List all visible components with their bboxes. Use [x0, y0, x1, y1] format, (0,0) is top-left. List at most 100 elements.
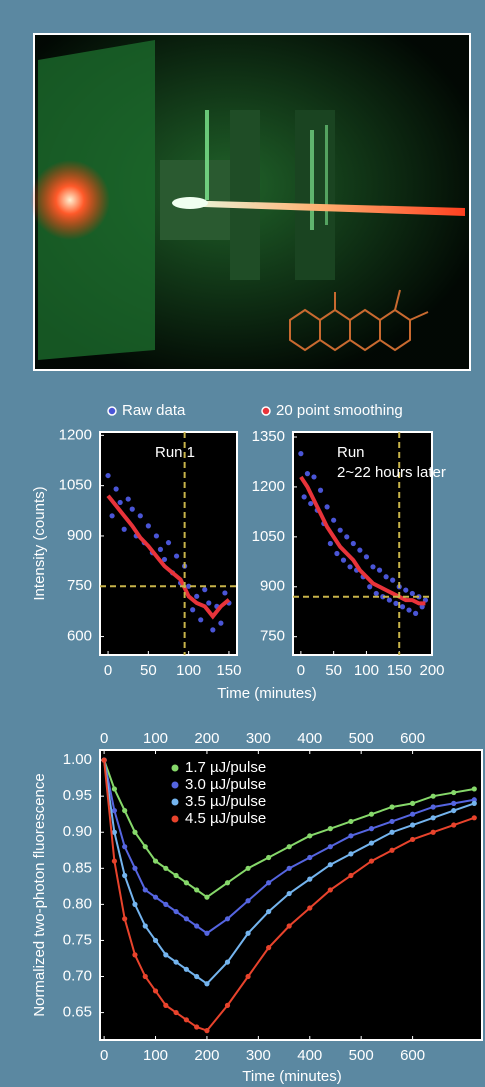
data-point: [287, 844, 292, 849]
data-point: [344, 534, 349, 539]
data-point: [174, 553, 179, 558]
data-point: [122, 873, 127, 878]
data-point: [384, 574, 389, 579]
data-point: [307, 833, 312, 838]
data-point: [431, 830, 436, 835]
data-point: [413, 611, 418, 616]
data-point: [163, 866, 168, 871]
x-axis-label: Time (minutes): [217, 685, 316, 702]
data-point: [173, 959, 178, 964]
y-tick-label: 1200: [59, 426, 92, 443]
data-point: [389, 819, 394, 824]
data-point: [410, 591, 415, 596]
data-point: [357, 548, 362, 553]
legend-label: 3.0 µJ/pulse: [185, 776, 266, 793]
y-tick-label: 1050: [59, 477, 92, 494]
data-point: [389, 804, 394, 809]
data-point: [138, 513, 143, 518]
data-point: [410, 822, 415, 827]
data-point: [153, 938, 158, 943]
data-point: [348, 873, 353, 878]
data-point: [153, 858, 158, 863]
data-point: [334, 551, 339, 556]
data-point: [307, 905, 312, 910]
data-point: [194, 887, 199, 892]
data-point: [112, 858, 117, 863]
data-point: [328, 887, 333, 892]
y-tick-label: 0.70: [63, 967, 92, 984]
data-point: [451, 822, 456, 827]
legend-marker: [172, 816, 179, 823]
data-point: [307, 877, 312, 882]
data-point: [126, 496, 131, 501]
data-point: [222, 590, 227, 595]
data-point: [472, 815, 477, 820]
data-point: [122, 527, 127, 532]
data-point: [122, 808, 127, 813]
data-point: [287, 923, 292, 928]
data-point: [143, 974, 148, 979]
x-axis-label: Time (minutes): [242, 1068, 341, 1085]
data-point: [204, 1028, 209, 1033]
legend-marker: [172, 765, 179, 772]
data-point: [112, 786, 117, 791]
data-point: [370, 564, 375, 569]
data-point: [318, 488, 323, 493]
data-point: [305, 471, 310, 476]
data-point: [153, 988, 158, 993]
data-point: [389, 830, 394, 835]
data-point: [451, 801, 456, 806]
data-point: [451, 790, 456, 795]
annotation: Run 1: [155, 444, 195, 461]
data-point: [146, 523, 151, 528]
data-point: [184, 1017, 189, 1022]
y-tick-label: 1050: [252, 528, 285, 545]
data-point: [105, 473, 110, 478]
legend-marker: [172, 782, 179, 789]
data-point: [348, 819, 353, 824]
data-point: [266, 880, 271, 885]
data-point: [387, 597, 392, 602]
data-point: [377, 568, 382, 573]
legend-marker: [262, 407, 270, 415]
data-point: [266, 855, 271, 860]
data-point: [403, 587, 408, 592]
annotation-line: Run: [337, 444, 365, 461]
data-point: [204, 981, 209, 986]
data-point: [390, 578, 395, 583]
data-point: [287, 866, 292, 871]
data-point: [369, 812, 374, 817]
data-point: [367, 584, 372, 589]
data-point: [132, 866, 137, 871]
x-tick-label: 300: [246, 1047, 271, 1064]
data-point: [389, 848, 394, 853]
x-tick-label: 200: [194, 1047, 219, 1064]
data-point: [163, 1003, 168, 1008]
data-point: [364, 554, 369, 559]
y-axis-label: Normalized two-photon fluorescence: [31, 773, 48, 1016]
data-point: [369, 858, 374, 863]
y-tick-label: 0.85: [63, 859, 92, 876]
data-point: [173, 909, 178, 914]
data-point: [431, 815, 436, 820]
data-point: [410, 801, 415, 806]
legend-marker: [172, 799, 179, 806]
x2-tick-label: 100: [143, 730, 168, 747]
data-point: [338, 528, 343, 533]
data-point: [143, 923, 148, 928]
data-point: [245, 931, 250, 936]
data-point: [245, 866, 250, 871]
data-point: [173, 873, 178, 878]
data-point: [431, 804, 436, 809]
x-tick-label: 0: [104, 662, 112, 679]
data-point: [184, 916, 189, 921]
data-point: [184, 880, 189, 885]
data-point: [122, 844, 127, 849]
x2-tick-label: 500: [349, 730, 374, 747]
data-point: [114, 486, 119, 491]
data-point: [472, 786, 477, 791]
data-point: [328, 541, 333, 546]
figure: 60075090010501200050100150Time (minutes)…: [0, 0, 485, 1087]
data-point: [431, 794, 436, 799]
data-point: [369, 840, 374, 845]
